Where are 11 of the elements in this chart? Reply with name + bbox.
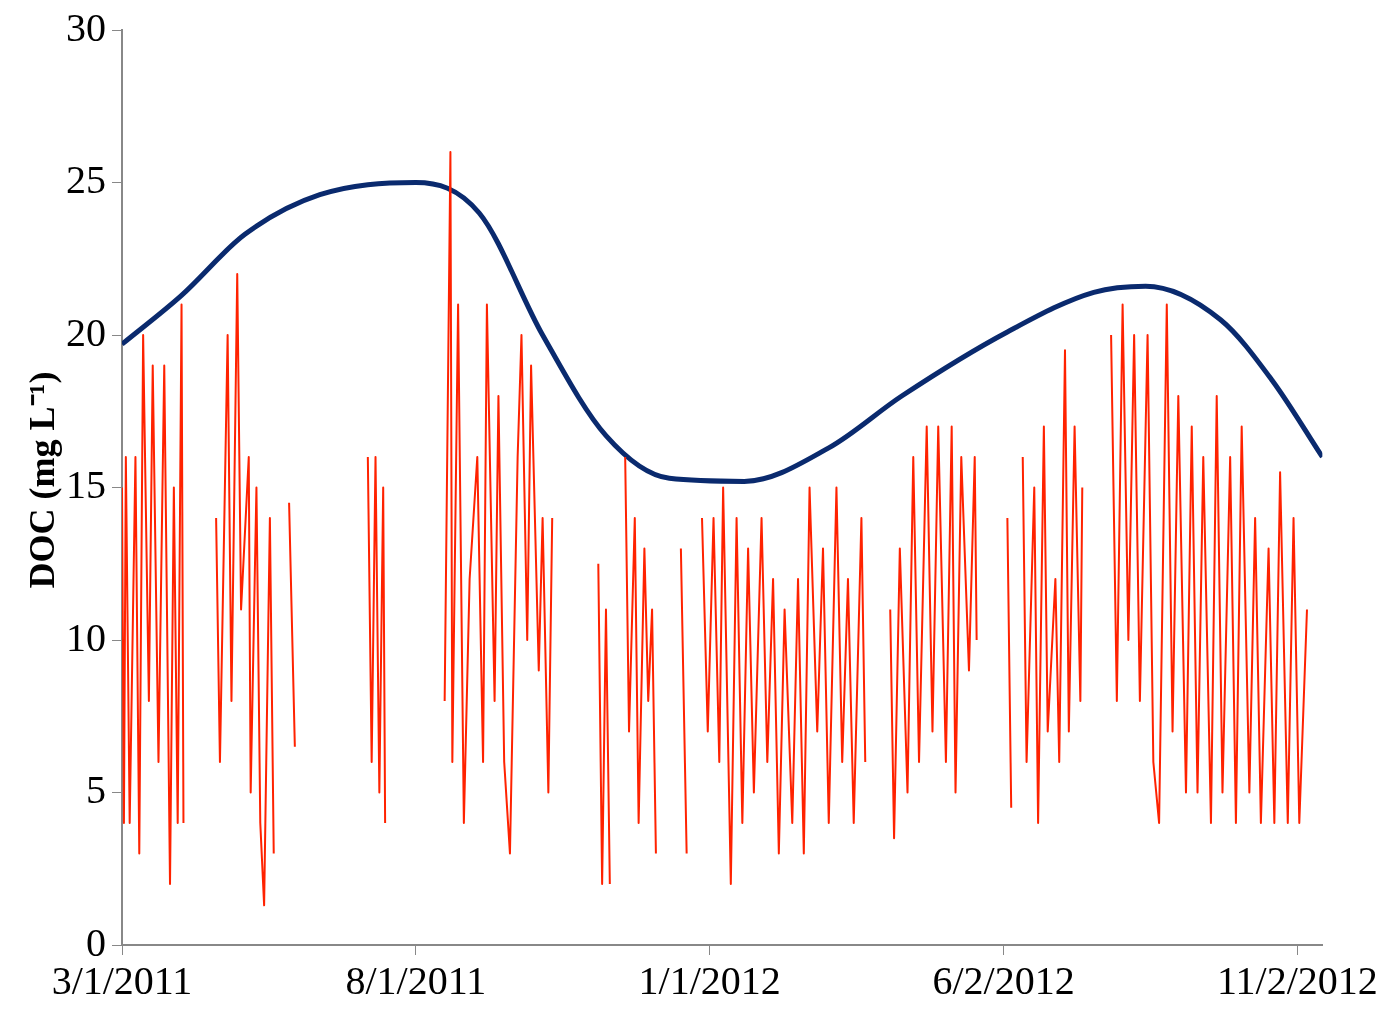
x-tick-label: 11/2/2012: [1217, 957, 1378, 1003]
y-tick-label: 30: [66, 4, 106, 50]
y-tick-label: 25: [66, 157, 106, 202]
y-tick-label: 10: [66, 614, 106, 660]
y-tick-label: 15: [66, 462, 106, 507]
y-tick-label: 20: [66, 309, 106, 355]
x-tick-label: 6/2/2012: [932, 957, 1075, 1003]
y-tick-label: 5: [86, 767, 106, 812]
x-tick-label: 1/1/2012: [638, 957, 781, 1003]
x-tick-label: 8/1/2011: [345, 957, 487, 1003]
y-axis-title: DOC (mg L⁻¹): [20, 371, 63, 589]
